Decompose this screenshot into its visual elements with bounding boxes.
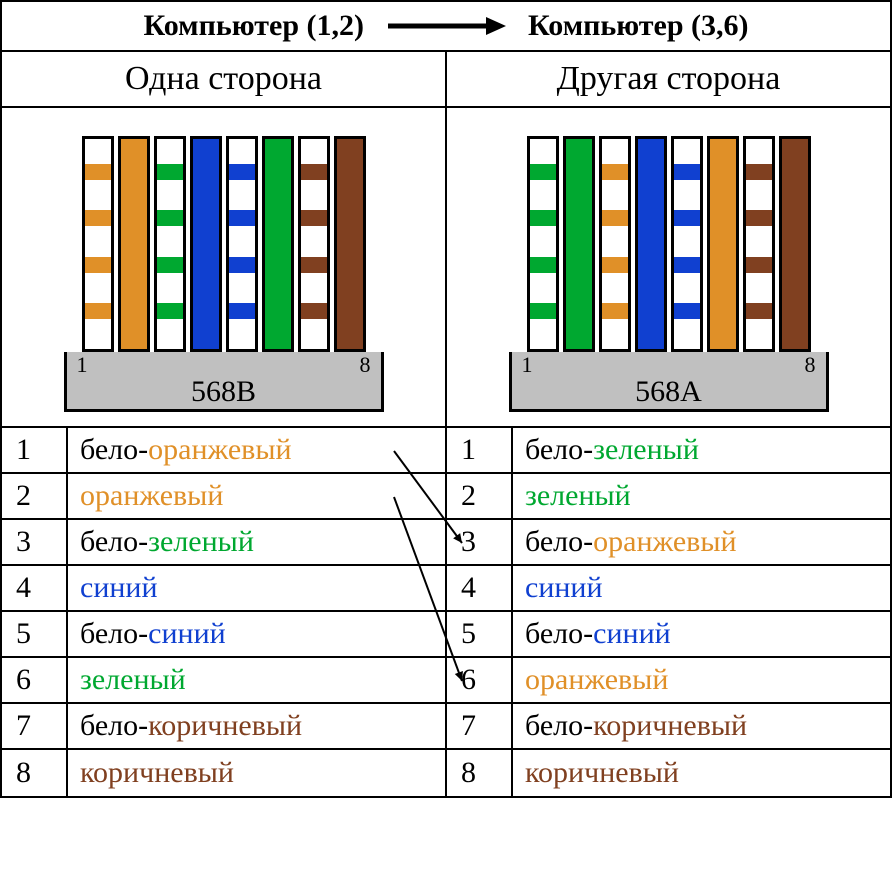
arrow-icon (386, 16, 506, 36)
table-row: 2оранжевый (2, 474, 445, 520)
wire (599, 136, 631, 352)
title-left: Компьютер (1,2) (143, 9, 364, 43)
plug-right: 1 8 568A (509, 352, 829, 412)
pin-8-label: 8 (360, 352, 371, 378)
table-row: 4синий (2, 566, 445, 612)
wire (707, 136, 739, 352)
wire-color-name: бело-оранжевый (513, 520, 890, 564)
pin-8-label: 8 (805, 352, 816, 378)
table-row: 6оранжевый (447, 658, 890, 704)
table-row: 3бело-зеленый (2, 520, 445, 566)
table-row: 1бело-оранжевый (2, 428, 445, 474)
wire (298, 136, 330, 352)
wires-right (527, 136, 811, 352)
subheader-left: Одна сторона (2, 52, 447, 106)
connector-568a: 1 8 568A (509, 136, 829, 412)
diagram-left: 1 8 568B (2, 108, 447, 426)
list-left: 1бело-оранжевый2оранжевый3бело-зеленый4с… (2, 428, 447, 796)
pin-number: 4 (2, 566, 68, 610)
table-row: 2зеленый (447, 474, 890, 520)
wire (118, 136, 150, 352)
plug-right-label: 568A (635, 375, 702, 409)
plug-left: 1 8 568B (64, 352, 384, 412)
pin-number: 4 (447, 566, 513, 610)
wire-color-name: синий (68, 566, 445, 610)
wire-color-name: синий (513, 566, 890, 610)
wire-color-name: коричневый (68, 750, 445, 796)
pin-number: 8 (447, 750, 513, 796)
wire-color-name: зеленый (513, 474, 890, 518)
subheader-row: Одна сторона Другая сторона (2, 52, 890, 108)
pin-number: 8 (2, 750, 68, 796)
wire-color-name: бело-оранжевый (68, 428, 445, 472)
pin-number: 6 (2, 658, 68, 702)
wire-color-name: бело-коричневый (513, 704, 890, 748)
wire (334, 136, 366, 352)
wire (190, 136, 222, 352)
table-row: 7бело-коричневый (2, 704, 445, 750)
title-row: Компьютер (1,2) Компьютер (3,6) (2, 2, 890, 52)
wire (527, 136, 559, 352)
wire-color-name: зеленый (68, 658, 445, 702)
listing: 1бело-оранжевый2оранжевый3бело-зеленый4с… (2, 428, 890, 796)
table-row: 6зеленый (2, 658, 445, 704)
wire (82, 136, 114, 352)
pin-number: 1 (2, 428, 68, 472)
table-row: 1бело-зеленый (447, 428, 890, 474)
pin-number: 2 (447, 474, 513, 518)
pin-number: 7 (2, 704, 68, 748)
wire-color-name: бело-зеленый (513, 428, 890, 472)
wire (779, 136, 811, 352)
pin-number: 1 (447, 428, 513, 472)
pinout-table: Компьютер (1,2) Компьютер (3,6) Одна сто… (0, 0, 892, 798)
pin-1-label: 1 (77, 352, 88, 378)
pin-number: 3 (2, 520, 68, 564)
table-row: 5бело-синий (2, 612, 445, 658)
wire-color-name: оранжевый (513, 658, 890, 702)
list-area: 1бело-оранжевый2оранжевый3бело-зеленый4с… (2, 428, 890, 796)
pin-number: 6 (447, 658, 513, 702)
table-row: 8коричневый (2, 750, 445, 796)
diagram-row: 1 8 568B 1 8 568A (2, 108, 890, 428)
pin-number: 3 (447, 520, 513, 564)
wire-color-name: бело-синий (68, 612, 445, 656)
wire-color-name: бело-синий (513, 612, 890, 656)
table-row: 7бело-коричневый (447, 704, 890, 750)
pin-number: 7 (447, 704, 513, 748)
list-right: 1бело-зеленый2зеленый3бело-оранжевый4син… (447, 428, 890, 796)
wire (154, 136, 186, 352)
wire (226, 136, 258, 352)
wire (671, 136, 703, 352)
diagram-right: 1 8 568A (447, 108, 890, 426)
wire (563, 136, 595, 352)
wire (635, 136, 667, 352)
wire-color-name: коричневый (513, 750, 890, 796)
pin-number: 5 (2, 612, 68, 656)
table-row: 4синий (447, 566, 890, 612)
wires-left (82, 136, 366, 352)
connector-568b: 1 8 568B (64, 136, 384, 412)
wire (743, 136, 775, 352)
title-right: Компьютер (3,6) (528, 9, 749, 43)
subheader-right: Другая сторона (447, 52, 890, 106)
pin-number: 2 (2, 474, 68, 518)
table-row: 5бело-синий (447, 612, 890, 658)
wire (262, 136, 294, 352)
pin-1-label: 1 (522, 352, 533, 378)
table-row: 8коричневый (447, 750, 890, 796)
table-row: 3бело-оранжевый (447, 520, 890, 566)
wire-color-name: бело-коричневый (68, 704, 445, 748)
pin-number: 5 (447, 612, 513, 656)
wire-color-name: бело-зеленый (68, 520, 445, 564)
wire-color-name: оранжевый (68, 474, 445, 518)
plug-left-label: 568B (191, 375, 256, 409)
